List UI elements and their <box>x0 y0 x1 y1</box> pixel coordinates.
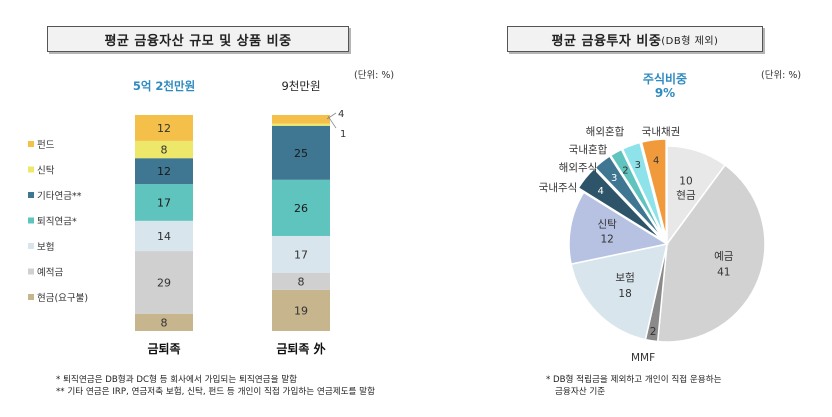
bar-segment <box>272 115 330 124</box>
legend-swatch <box>28 294 34 300</box>
legend-swatch <box>28 217 34 224</box>
pie-slice-label: 보험 <box>615 272 634 284</box>
legend-swatch <box>28 243 34 249</box>
bar-segment <box>272 179 330 236</box>
pie-value-label: 4 <box>598 186 604 197</box>
bar-value-label: 26 <box>294 202 308 215</box>
bar-value-label: 8 <box>298 275 305 288</box>
pie-slice <box>577 167 663 241</box>
pie-value-label: 4 <box>653 155 659 166</box>
legend-swatch <box>28 268 34 275</box>
pie-outside-label: 국내채권 <box>642 126 681 138</box>
stock-share-value: 9% <box>654 86 676 100</box>
bar-segment <box>135 184 193 221</box>
callout-label: 1 <box>340 129 346 140</box>
callout-label: 4 <box>338 109 344 120</box>
left-footnote-1: * 퇴직연금은 DB형과 DC형 등 회사에서 가입되는 퇴직연금을 말함 <box>56 375 298 385</box>
bar-segment <box>135 140 193 159</box>
bar-value-label: 29 <box>157 276 171 289</box>
left-chart-title: 평균 금융자산 규모 및 상품 비중 <box>47 26 349 52</box>
bar-segment <box>135 220 193 252</box>
pie-slice <box>644 243 668 343</box>
legend-label: 퇴직연금* <box>37 217 77 228</box>
bar-value-label: 12 <box>157 122 171 135</box>
legend-label: 보험 <box>37 242 54 253</box>
bar-value-label: 8 <box>161 316 168 329</box>
pie-outside-label: 해외주식 <box>559 161 598 174</box>
legend-label: 신탁 <box>37 165 55 177</box>
bar-segment <box>272 125 330 180</box>
bar-segment <box>135 251 193 314</box>
pie-value-label: 41 <box>717 267 730 279</box>
bar-top-label: 9천만원 <box>281 79 320 93</box>
bar-value-label: 25 <box>294 147 308 160</box>
pie-value-label: 2 <box>622 165 628 176</box>
pie-value-label: 3 <box>611 173 617 184</box>
right-footnote-2: 금융자산 기준 <box>555 387 606 397</box>
right-chart-title-text: 평균 금융투자 비중 <box>551 33 662 49</box>
pie-value-label: 12 <box>600 233 613 245</box>
callout-line <box>326 112 337 120</box>
pie-value-label: 3 <box>635 160 641 171</box>
bar-value-label: 14 <box>157 230 171 243</box>
legend-label: 예적금 <box>37 267 63 279</box>
pie-slice <box>666 145 727 247</box>
pie-slice <box>621 141 666 238</box>
pie-slice-label: 예금 <box>714 250 734 263</box>
left-footnote-2: ** 기타 연금은 IRP, 연금저축 보험, 신탁, 펀드 등 개인이 직접 … <box>56 387 375 397</box>
right-footnote-1: * DB형 적립금을 제외하고 개인이 직접 운용하는 <box>546 375 722 385</box>
legend-label: 현금(요구불) <box>37 293 88 304</box>
pie-slice-label: 신탁 <box>597 218 617 230</box>
pie-slice <box>570 243 668 341</box>
bar-value-label: 8 <box>161 144 168 157</box>
pie-value-label: 2 <box>650 326 657 338</box>
bar-value-label: 12 <box>157 165 171 178</box>
bar-value-label: 19 <box>294 304 308 317</box>
pie-slice <box>656 164 766 343</box>
pie-value-label: 10 <box>679 175 692 187</box>
bar-segment <box>272 235 330 273</box>
pie-slice <box>609 148 665 239</box>
callout-line <box>327 115 337 129</box>
bar-top-label: 5억 2천만원 <box>133 79 195 93</box>
stock-share-label: 주식비중 <box>642 72 688 86</box>
bar-segment <box>135 313 193 331</box>
pie-slice-label: 현금 <box>676 189 696 201</box>
pie-slice <box>640 138 667 238</box>
bar-value-label: 17 <box>157 196 171 209</box>
category-label: 금퇴족 <box>147 341 180 356</box>
legend-swatch <box>28 141 34 147</box>
bar-segment <box>272 272 330 290</box>
left-unit-label: (단위: %) <box>354 70 395 81</box>
pie-value-label: 18 <box>618 288 631 300</box>
bar-segment <box>272 289 330 331</box>
bar-segment <box>135 115 193 141</box>
right-chart-title-sub: (DB형 제외) <box>661 35 719 47</box>
legend-swatch <box>28 192 34 198</box>
legend-label: 펀드 <box>37 140 55 151</box>
pie-outside-label: MMF <box>631 352 655 364</box>
bar-segment <box>135 158 193 185</box>
legend-label: 기타연금** <box>37 191 82 202</box>
pie-outside-label: 국내주식 <box>539 182 578 194</box>
bar-segment <box>272 123 330 126</box>
category-label: 금퇴족 外 <box>276 341 325 356</box>
right-chart-title: 평균 금융투자 비중 (DB형 제외) <box>507 26 763 52</box>
right-unit-label: (단위: %) <box>761 70 802 81</box>
bar-value-label: 17 <box>294 248 308 261</box>
pie-outside-label: 해외혼합 <box>586 125 625 138</box>
pie-slice <box>593 155 664 240</box>
left-chart-title-text: 평균 금융자산 규모 및 상품 비중 <box>104 33 292 49</box>
pie-slice <box>568 191 669 265</box>
pie-outside-label: 국내혼합 <box>569 143 608 156</box>
legend-swatch <box>28 166 34 173</box>
